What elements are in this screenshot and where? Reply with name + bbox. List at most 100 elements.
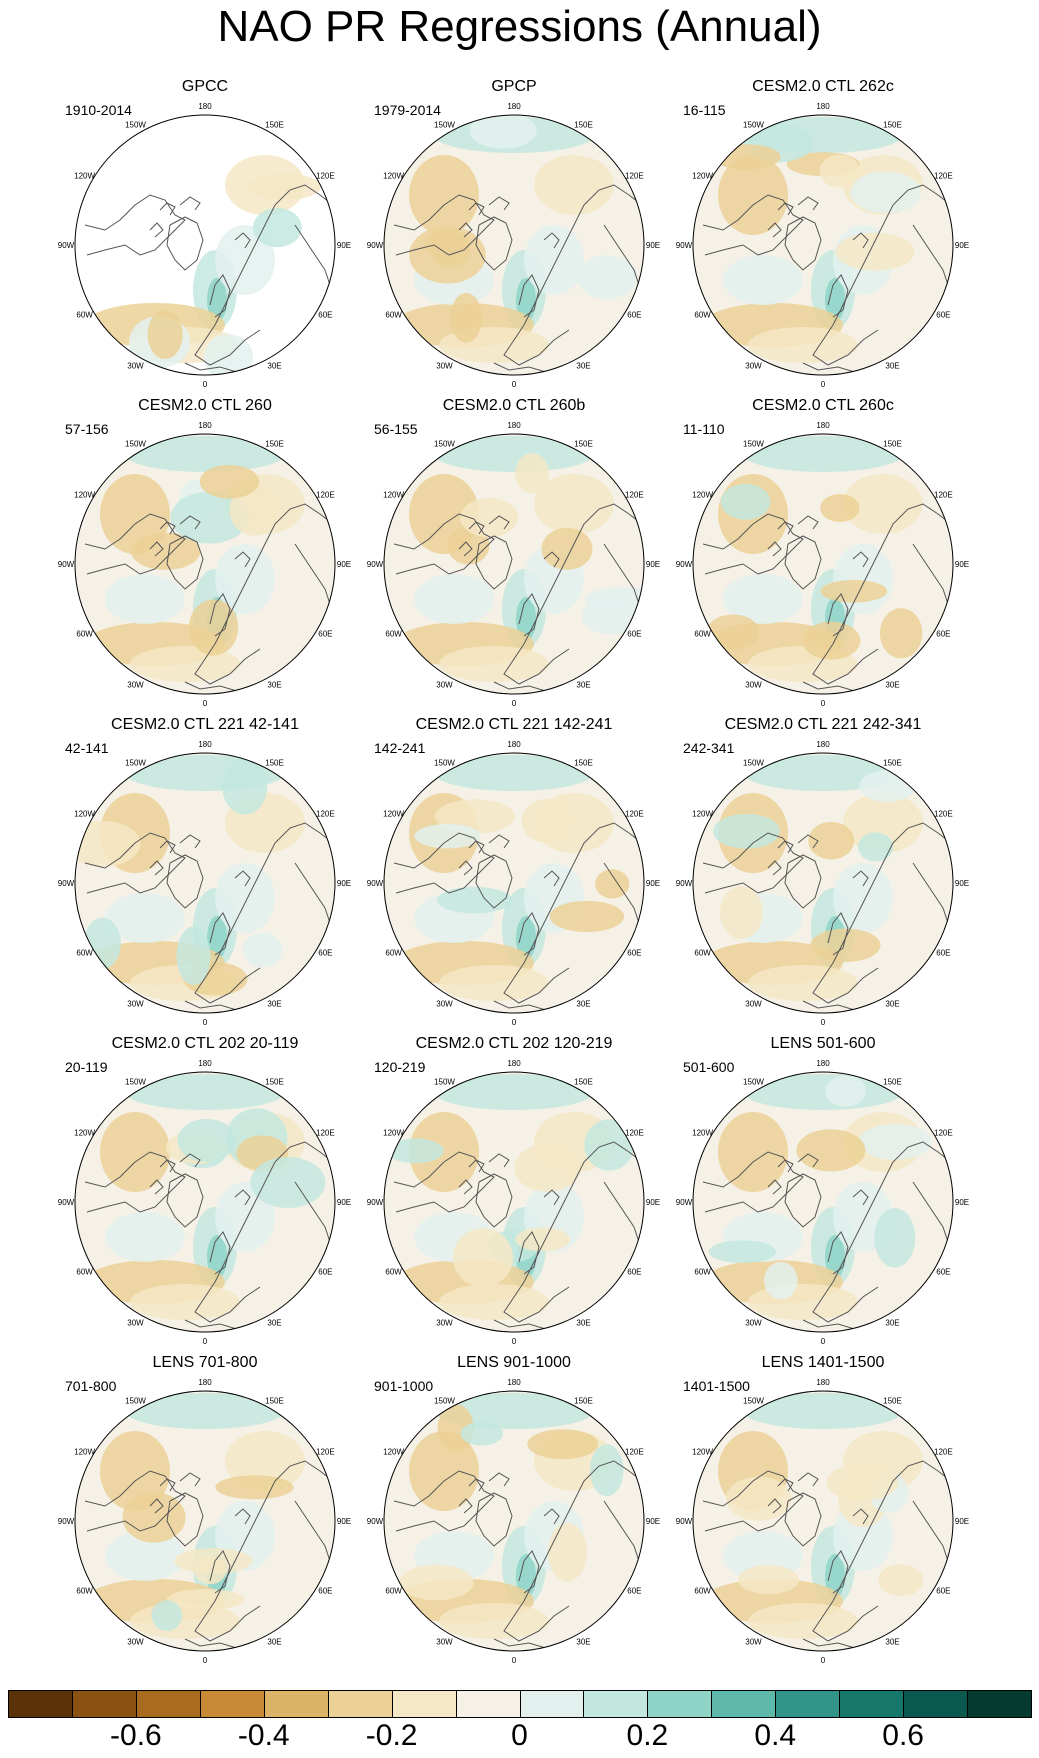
map-border — [383, 433, 645, 695]
map-panel: CESM2.0 CTL 260b 56-155 180 150E 120E 90E 60E 3… — [364, 397, 664, 708]
shading-patch — [706, 614, 760, 651]
coastline — [179, 834, 201, 849]
coastline — [503, 1281, 570, 1323]
coastline — [702, 513, 804, 575]
map-panel: LENS 701-800 701-800 180 150E 120E 90E 60E 30E 0… — [55, 1354, 355, 1665]
polar-map: 180 150E 120E 90E 60E 30E 0 30W 60W 90W 120W 150W — [676, 1378, 969, 1665]
longitude-label: 150W — [125, 1078, 146, 1087]
shading-patch — [743, 1074, 903, 1110]
coastline — [827, 274, 849, 318]
colorbar-swatch — [711, 1690, 777, 1718]
shading-patch — [176, 926, 211, 986]
colorbar-swatch — [455, 1690, 521, 1718]
coastline — [832, 822, 952, 964]
panel-period: 142-241 — [374, 740, 426, 756]
longitude-label: 120W — [74, 1129, 95, 1138]
coastline — [149, 1179, 164, 1195]
coastline — [518, 912, 540, 956]
shading-patch — [723, 255, 803, 305]
colorbar-tick-label: 0.4 — [754, 1719, 797, 1752]
coastline — [702, 1151, 804, 1213]
panel-title: CESM2.0 CTL 221 142-241 — [415, 716, 613, 733]
longitude-label: 60W — [694, 1587, 711, 1596]
coastline — [523, 1460, 643, 1602]
longitude-label: 150W — [743, 1397, 764, 1406]
shading-patch — [215, 863, 275, 933]
longitude-label: 120E — [934, 491, 953, 500]
shading-patch — [450, 292, 483, 343]
longitude-label: 30W — [436, 361, 453, 370]
coastline — [767, 222, 782, 238]
panel-period: 1401-1500 — [683, 1378, 750, 1394]
coastline — [488, 515, 510, 530]
shading-patch — [826, 1463, 899, 1501]
coastline — [784, 535, 822, 590]
longitude-label: 120W — [383, 810, 404, 819]
coastline — [812, 962, 879, 1004]
colorbar-tick-label: 0.2 — [626, 1719, 669, 1752]
shading-patch — [105, 574, 185, 624]
shading-patch — [743, 1393, 903, 1429]
shading-patch — [130, 1284, 240, 1320]
longitude-label: 150E — [574, 1397, 593, 1406]
shading-patch — [820, 494, 860, 522]
longitude-label: 90E — [646, 879, 660, 888]
longitude-label: 30E — [576, 1637, 590, 1646]
coastline — [832, 503, 952, 645]
coastline — [777, 1478, 794, 1492]
polar-map: 180 150E 120E 90E 60E 30E 0 30W 60W 90W 120W 150W — [676, 102, 969, 389]
coastline — [518, 593, 540, 637]
shading-patch — [878, 1564, 924, 1597]
longitude-label: 120W — [692, 1129, 713, 1138]
longitude-label: 90E — [955, 879, 969, 888]
coastline — [458, 1179, 473, 1195]
coastline — [458, 1498, 473, 1514]
longitude-label: 150W — [743, 1078, 764, 1087]
longitude-label: 30W — [127, 1318, 144, 1327]
shading-patch — [436, 886, 513, 914]
map-panel: CESM2.0 CTL 260c 11-110 180 150E 120E 90E 60E 3… — [673, 397, 973, 708]
coastline — [488, 196, 510, 211]
shading-patch — [763, 1261, 798, 1300]
coastline — [827, 593, 849, 637]
coastline — [209, 593, 231, 637]
map-border — [383, 752, 645, 1014]
coastline — [518, 1231, 540, 1275]
coastline — [523, 1141, 643, 1283]
panel-title: CESM2.0 CTL 260 — [138, 397, 272, 414]
coastline — [523, 822, 643, 964]
longitude-label: 150E — [265, 1078, 284, 1087]
longitude-label: 90W — [676, 879, 693, 888]
longitude-label: 120E — [625, 491, 644, 500]
longitude-label: 30W — [436, 999, 453, 1008]
shading-patch — [434, 1393, 594, 1429]
shading-patch — [151, 1600, 183, 1631]
shading-patch — [188, 599, 239, 656]
shading-patch — [524, 225, 584, 295]
colorbar-swatch — [775, 1690, 841, 1718]
coastline — [184, 1000, 241, 1012]
shading-patch — [252, 207, 302, 248]
shading-patch — [242, 932, 283, 968]
shading-patch — [723, 574, 803, 624]
coastline — [493, 1319, 550, 1331]
coastline — [214, 503, 334, 645]
longitude-label: 120W — [692, 810, 713, 819]
coastline — [234, 870, 251, 887]
shading-patch — [452, 1228, 514, 1288]
longitude-label: 180 — [816, 1378, 830, 1387]
panel-period: 20-119 — [65, 1059, 108, 1075]
panel-title: CESM2.0 CTL 221 242-341 — [724, 716, 922, 733]
longitude-label: 150E — [574, 759, 593, 768]
map-border — [74, 433, 336, 695]
coastline — [468, 840, 485, 854]
shading-patch — [105, 893, 185, 943]
coastline — [475, 1492, 513, 1547]
longitude-label: 60E — [936, 1587, 950, 1596]
colorbar-swatch — [71, 1690, 137, 1718]
shading-patch — [819, 154, 861, 188]
colorbar-swatch — [647, 1690, 713, 1718]
shading-patch — [215, 544, 275, 614]
shading-patch — [222, 758, 268, 815]
longitude-label: 150W — [125, 121, 146, 130]
